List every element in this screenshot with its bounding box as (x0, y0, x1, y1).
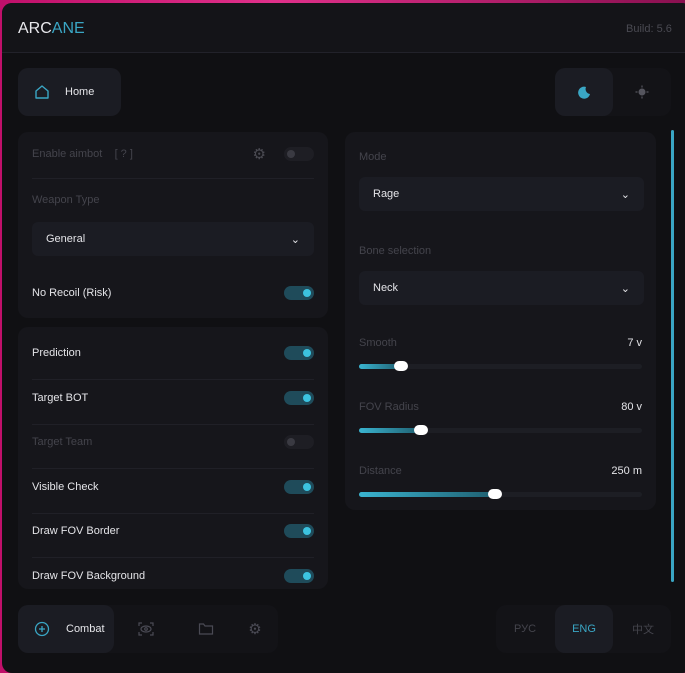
option-row: Visible Check (32, 479, 314, 495)
option-row: Target BOT (32, 390, 314, 406)
header: ARCANE Build: 5.6 (2, 3, 685, 53)
language-option[interactable]: РУС (496, 605, 554, 653)
weapon-type-value: General (46, 233, 86, 245)
divider (32, 512, 314, 514)
no-recoil-row: No Recoil (Risk) (32, 285, 314, 301)
home-button[interactable]: Home (18, 68, 121, 116)
weapon-type-label: Weapon Type (32, 194, 100, 206)
option-toggle[interactable] (284, 435, 314, 449)
enable-aimbot-toggle[interactable] (284, 147, 314, 161)
tab-configs[interactable] (196, 619, 216, 639)
option-label: Target Team (32, 436, 93, 448)
dark-theme-button[interactable] (555, 68, 613, 116)
slider-label: FOV Radius (359, 401, 419, 413)
option-label: Draw FOV Background (32, 569, 146, 582)
chevron-down-icon: ⌄ (620, 282, 630, 295)
language-label: 中文 (632, 624, 654, 636)
divider (32, 557, 314, 558)
option-row: Prediction (32, 345, 314, 361)
divider (32, 178, 314, 179)
language-option[interactable]: 中文 (614, 605, 672, 653)
slider-value: 250 m (611, 465, 642, 477)
tab-combat-label: Combat (66, 623, 105, 635)
enable-aimbot-label: Enable aimbot (32, 148, 103, 160)
bottom-tabs: Combat ⚙ (18, 605, 278, 653)
option-label: Target BOT (32, 391, 89, 404)
option-row: Target Team (32, 434, 314, 450)
option-row: Draw FOV Background (32, 568, 314, 584)
home-icon (35, 85, 49, 99)
option-toggle[interactable] (284, 390, 314, 405)
slider-value: 7 v (627, 337, 642, 349)
mode-label: Mode (359, 151, 387, 163)
language-switch: РУС ENG 中文 (496, 605, 671, 653)
logo-accent-text: ANE (51, 20, 85, 37)
chevron-down-icon: ⌄ (290, 233, 300, 246)
divider (32, 423, 314, 425)
option-toggle[interactable] (284, 568, 314, 583)
language-label: ENG (572, 623, 596, 635)
sun-icon (635, 85, 649, 99)
slider-handle[interactable] (487, 489, 502, 499)
moon-icon (578, 86, 590, 99)
enable-aimbot-row: Enable aimbot [ ? ] ⚙ (32, 146, 314, 163)
light-theme-button[interactable] (613, 68, 671, 116)
chevron-down-icon: ⌄ (620, 188, 630, 201)
app-window: ARCANE Build: 5.6 Home Enable aimbot [ ?… (2, 3, 685, 673)
slider-handle[interactable] (394, 361, 409, 371)
aimbot-panel: Enable aimbot [ ? ] ⚙ Weapon Type Genera… (18, 132, 328, 318)
divider (32, 468, 314, 469)
bone-selection-value: Neck (373, 282, 399, 294)
home-label: Home (65, 86, 95, 98)
slider-handle[interactable] (414, 425, 429, 435)
language-label: РУС (513, 623, 537, 635)
tab-combat[interactable]: Combat (18, 605, 114, 653)
logo: ARCANE (18, 20, 85, 38)
weapon-type-select[interactable]: General ⌄ (32, 222, 314, 256)
option-row: Draw FOV Border (32, 523, 314, 539)
options-panel: Prediction Target BOT Target Team Visible C… (18, 327, 328, 589)
logo-text: ARC (18, 20, 52, 37)
tab-visuals[interactable] (136, 619, 156, 639)
build-version: Build: 5.6 (626, 23, 672, 35)
mode-value: Rage (373, 188, 400, 200)
slider-fill (359, 428, 422, 433)
language-option[interactable]: ENG (555, 605, 613, 653)
eye-scan-icon (138, 622, 154, 636)
option-toggle[interactable] (284, 346, 314, 360)
slider-value: 80 v (621, 401, 642, 413)
slider-label: Distance (359, 465, 402, 477)
slider-track[interactable] (359, 425, 642, 435)
aim-settings-panel: Mode Rage ⌄ Bone selection Neck ⌄ Smooth 7… (345, 132, 656, 510)
help-link[interactable]: [ ? ] (114, 148, 133, 160)
slider-fill (359, 364, 402, 369)
no-recoil-label: No Recoil (Risk) (32, 287, 112, 299)
scrollbar[interactable] (671, 130, 674, 582)
tab-settings[interactable]: ⚙ (245, 619, 265, 639)
folder-icon (198, 623, 214, 635)
option-label: Prediction (32, 347, 81, 359)
option-toggle[interactable] (284, 479, 314, 494)
mode-select[interactable]: Rage ⌄ (359, 177, 644, 211)
no-recoil-toggle[interactable] (284, 286, 314, 300)
slider-track[interactable] (359, 361, 642, 371)
divider (32, 379, 314, 380)
gear-icon[interactable]: ⚙ (252, 146, 266, 163)
option-label: Visible Check (32, 480, 99, 493)
crosshair-icon (34, 621, 50, 637)
gear-icon: ⚙ (248, 621, 262, 638)
theme-switch (555, 68, 671, 116)
bone-selection-select[interactable]: Neck ⌄ (359, 271, 644, 305)
slider-fill (359, 492, 495, 497)
option-label: Draw FOV Border (32, 525, 120, 537)
slider-track[interactable] (359, 489, 642, 499)
bone-selection-label: Bone selection (359, 245, 432, 257)
option-toggle[interactable] (284, 524, 314, 538)
slider-label: Smooth (359, 337, 397, 349)
